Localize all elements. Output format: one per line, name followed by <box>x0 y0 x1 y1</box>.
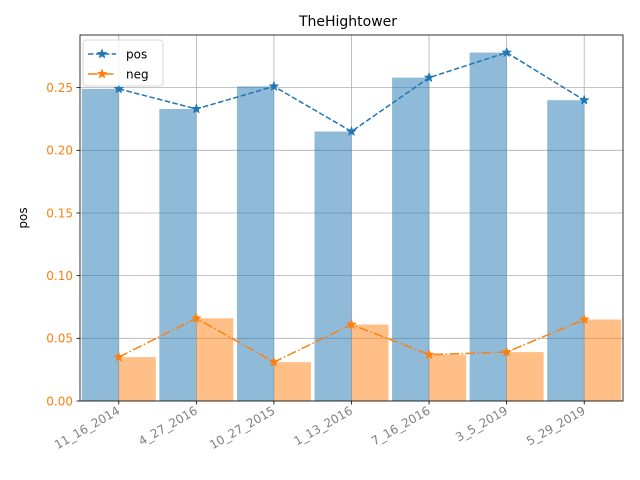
y-tick-label-4: 0.20 <box>46 144 73 158</box>
bar-pos-1 <box>159 108 197 401</box>
y-tick-label-5: 0.25 <box>46 81 73 95</box>
bar-pos-3 <box>314 131 352 401</box>
axes <box>76 34 624 405</box>
marker-neg-1 <box>190 312 202 323</box>
y-tick-label-2: 0.10 <box>46 269 73 283</box>
chart-title: TheHightower <box>298 14 397 30</box>
bar-neg-6 <box>584 319 622 401</box>
marker-neg-0 <box>113 351 125 362</box>
bar-pos-5 <box>469 52 507 402</box>
marker-neg-3 <box>346 318 357 330</box>
y-tick-label-0: 0.00 <box>46 394 73 408</box>
marker-pos-2 <box>268 80 280 92</box>
marker-pos-6 <box>578 94 590 105</box>
marker-pos-5 <box>501 46 513 58</box>
marker-neg-4 <box>423 348 435 360</box>
bar-pos-6 <box>547 100 585 401</box>
y-tick-label-3: 0.15 <box>46 206 73 220</box>
legend-box <box>82 39 164 87</box>
bar-pos-2 <box>236 86 274 401</box>
y-tick-label-1: 0.05 <box>46 332 73 346</box>
x-tick-label-3: 1_13_2016 <box>291 403 355 448</box>
y-axis-label: pos <box>16 207 30 228</box>
bar-neg-4 <box>429 354 467 401</box>
bar-neg-1 <box>196 318 234 401</box>
x-tick-label-0: 11_16_2014 <box>52 403 122 452</box>
marker-pos-0 <box>113 83 125 94</box>
x-tick-label-4: 7_16_2016 <box>369 403 433 448</box>
legend-label-pos: pos <box>126 48 147 62</box>
bar-neg-2 <box>273 362 311 401</box>
x-tick-label-5: 3_5_2019 <box>453 403 510 444</box>
x-tick-label-6: 5_29_2019 <box>524 403 588 448</box>
marker-pos-1 <box>190 103 202 114</box>
legend-label-neg: neg <box>126 68 149 82</box>
bar-pos-0 <box>81 88 119 401</box>
legend-marker-neg <box>96 68 108 79</box>
marker-pos-4 <box>423 71 435 83</box>
series-lines <box>113 46 590 367</box>
marker-neg-2 <box>268 356 280 367</box>
x-tick-label-2: 10_27_2015 <box>207 403 277 452</box>
marker-neg-6 <box>578 313 590 325</box>
marker-neg-5 <box>501 346 513 357</box>
bar-neg-0 <box>118 357 156 401</box>
legend: pos neg <box>82 39 164 87</box>
x-tick-label-1: 4_27_2016 <box>136 403 200 448</box>
bar-neg-5 <box>506 352 544 401</box>
marker-pos-3 <box>346 125 357 137</box>
legend-marker-pos <box>96 48 108 59</box>
